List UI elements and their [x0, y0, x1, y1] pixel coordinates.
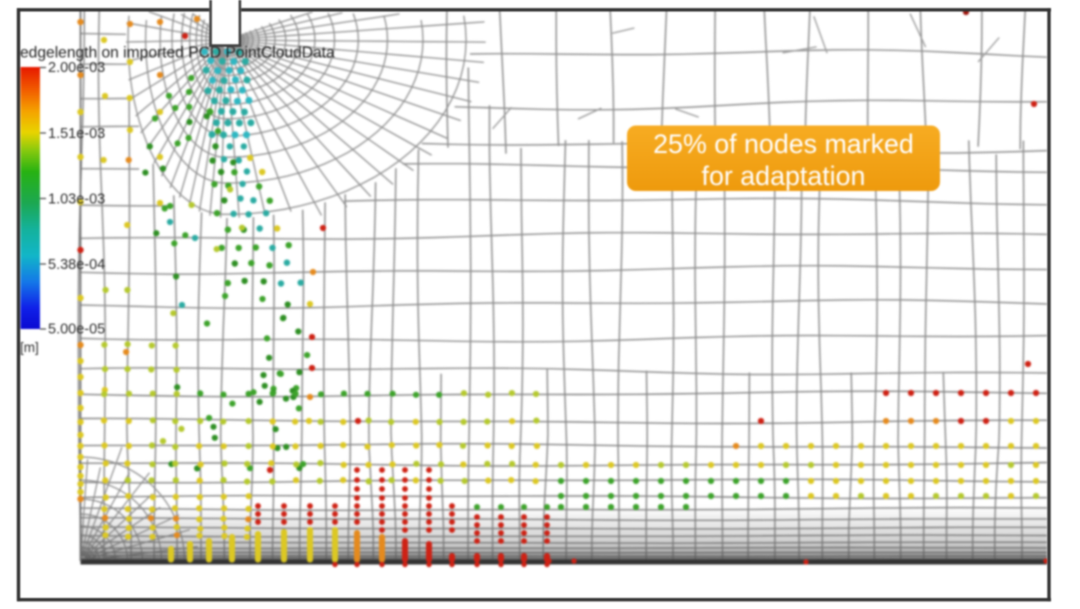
- svg-text:for adaptation: for adaptation: [702, 161, 866, 191]
- svg-text:2.00e-03: 2.00e-03: [48, 60, 105, 76]
- svg-text:1.03e-03: 1.03e-03: [48, 192, 105, 208]
- svg-text:[m]: [m]: [20, 340, 39, 355]
- svg-text:5.00e-05: 5.00e-05: [48, 322, 105, 338]
- svg-text:25% of nodes marked: 25% of nodes marked: [653, 129, 914, 159]
- svg-text:1.51e-03: 1.51e-03: [48, 126, 105, 142]
- svg-text:5.38e-04: 5.38e-04: [48, 257, 105, 273]
- svg-text:edgelength on imported PCD Poi: edgelength on imported PCD PointCloudDat…: [20, 45, 335, 62]
